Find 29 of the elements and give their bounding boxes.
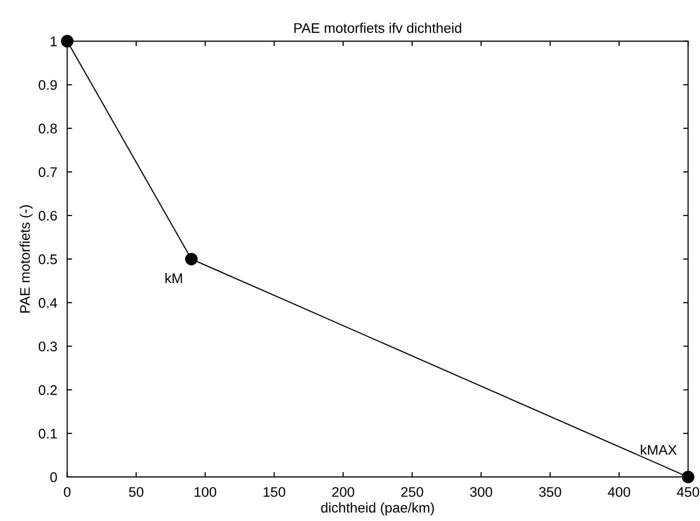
point [185, 252, 198, 266]
chart-title: PAE motorfiets ifv dichtheid [294, 22, 462, 33]
x-tick-label: 200 [332, 487, 354, 497]
y-tick-label: 0 [50, 472, 57, 482]
y-axis-title: PAE motorfiets (-) [20, 205, 33, 313]
x-tick-label: 450 [676, 487, 700, 497]
x-tick-label: 300 [470, 487, 492, 497]
x-tick-label: 250 [401, 487, 424, 497]
y-tick-label: 0.5 [38, 254, 57, 264]
x-tick-label: 350 [539, 487, 562, 497]
y-tick-label: 0.6 [38, 210, 57, 221]
y-tick-label: 0.3 [38, 342, 57, 352]
y-tick-label: 1 [50, 36, 57, 46]
y-tick-label: 0.1 [38, 428, 57, 439]
point [60, 34, 74, 48]
x-axis-title: dichtheid (pae/km) [321, 502, 434, 516]
x-tick-label: 400 [608, 487, 630, 497]
y-tick-label: 0.8 [38, 124, 57, 134]
annotation: kMAX [640, 444, 677, 455]
y-tick-label: 0.2 [38, 385, 57, 395]
y-tick-label: 0.4 [38, 298, 58, 308]
x-tick-label: 50 [129, 487, 144, 497]
y-tick-label: 0.7 [38, 167, 57, 178]
point [682, 470, 694, 484]
x-tick-label: 150 [264, 487, 286, 497]
x-tick-label: 100 [194, 487, 216, 497]
x-tick-label: 0 [64, 487, 71, 497]
annotation: kM [165, 272, 182, 284]
y-tick-label: 0.9 [38, 80, 57, 90]
